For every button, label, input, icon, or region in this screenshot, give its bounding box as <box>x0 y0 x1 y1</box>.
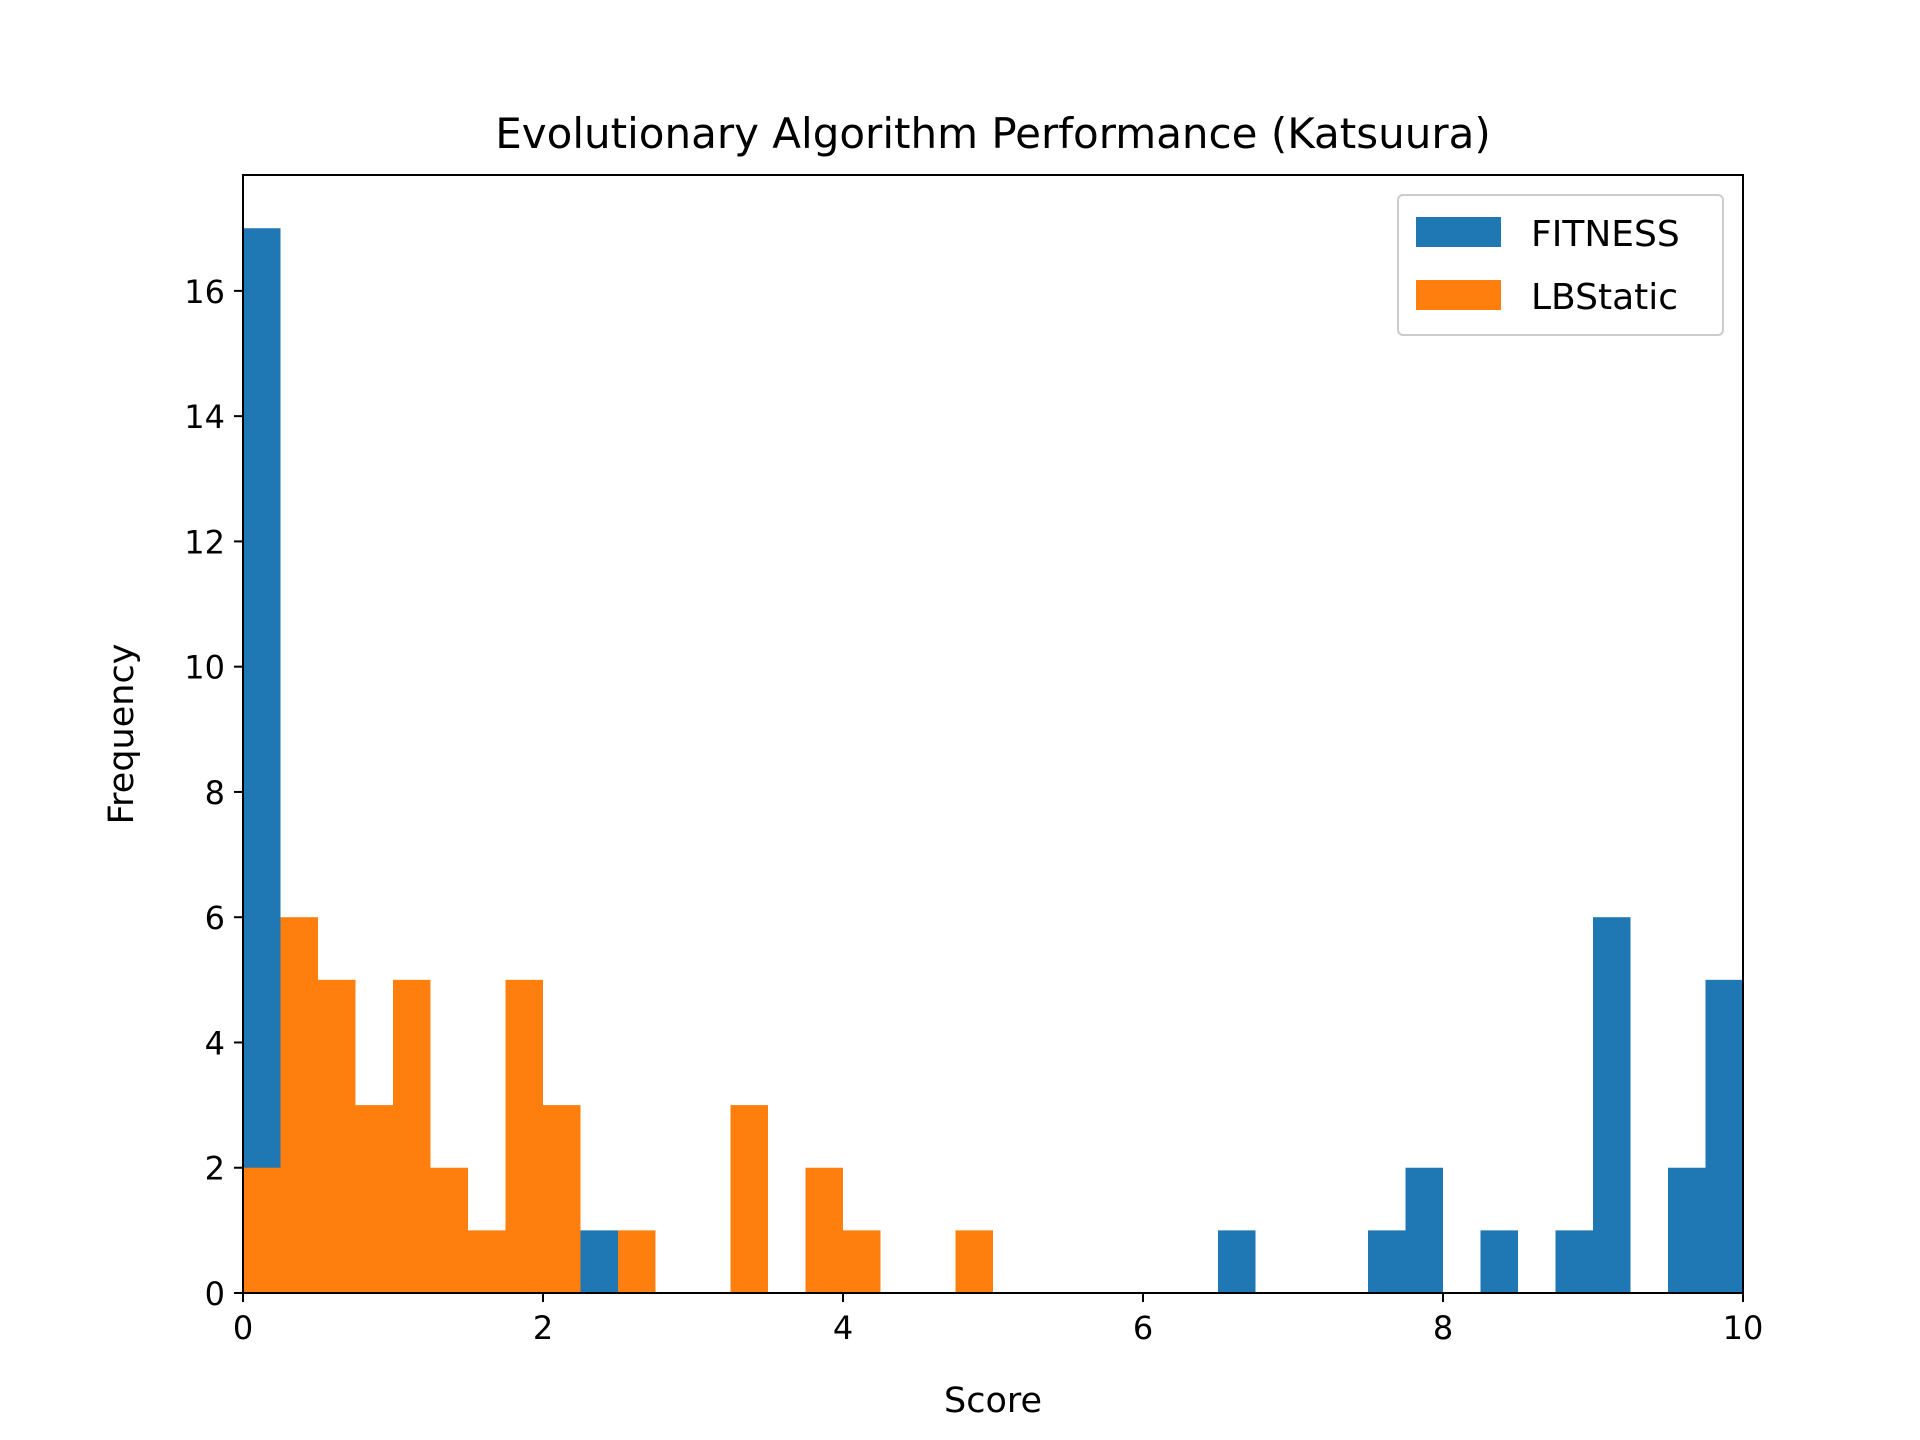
x-axis-label: Score <box>944 1381 1042 1421</box>
lbstatic-bar <box>618 1230 656 1293</box>
x-tick-label: 6 <box>1133 1309 1153 1347</box>
fitness-bar <box>1555 1230 1593 1293</box>
lbstatic-bar <box>430 1167 468 1293</box>
axes-frame <box>242 174 1744 1294</box>
y-axis-label: Frequency <box>102 644 142 825</box>
lbstatic-bar <box>505 979 543 1293</box>
lbstatic-bar <box>955 1230 993 1293</box>
fitness-bar <box>580 1230 618 1293</box>
x-axis-ticks: 0 2 4 6 8 10 <box>233 1293 1764 1347</box>
x-tick-label: 10 <box>1723 1309 1764 1347</box>
x-tick-label: 8 <box>1433 1309 1453 1347</box>
lbstatic-bar <box>543 1105 581 1293</box>
x-tick-label: 4 <box>833 1309 853 1347</box>
fitness-bar <box>1593 917 1631 1293</box>
y-tick-label: 4 <box>205 1024 225 1062</box>
fitness-bar <box>1368 1230 1406 1293</box>
lbstatic-bar <box>280 917 318 1293</box>
lbstatic-bar <box>243 1167 281 1293</box>
legend: FITNESS LBStatic <box>1397 194 1724 336</box>
y-tick-label: 16 <box>184 273 225 311</box>
y-tick-label: 12 <box>184 523 225 561</box>
lbstatic-bar <box>318 979 356 1293</box>
legend-label-lbstatic: LBStatic <box>1531 277 1678 318</box>
x-tick-label: 2 <box>533 1309 553 1347</box>
lbstatic-bar <box>843 1230 881 1293</box>
fitness-bar <box>1668 1167 1706 1293</box>
legend-swatch-fitness <box>1416 217 1501 247</box>
lbstatic-bar <box>805 1167 843 1293</box>
x-tick-label: 0 <box>233 1309 253 1347</box>
lbstatic-bars <box>243 917 993 1293</box>
fitness-bar <box>1480 1230 1518 1293</box>
chart-title: Evolutionary Algorithm Performance (Kats… <box>495 109 1491 158</box>
y-tick-label: 6 <box>205 899 225 937</box>
y-tick-label: 0 <box>205 1275 225 1313</box>
legend-swatch-lbstatic <box>1416 280 1501 310</box>
y-tick-label: 8 <box>205 774 225 812</box>
lbstatic-bar <box>355 1105 393 1293</box>
fitness-bars <box>243 228 1743 1294</box>
fitness-bar <box>1405 1167 1443 1293</box>
y-tick-label: 2 <box>205 1150 225 1188</box>
fitness-bar <box>1705 979 1743 1293</box>
y-tick-label: 10 <box>184 649 225 687</box>
lbstatic-bar <box>468 1230 506 1293</box>
lbstatic-bar <box>730 1105 768 1293</box>
y-tick-label: 14 <box>184 398 225 436</box>
y-axis-ticks: 0 2 4 6 8 10 12 14 16 <box>184 273 243 1313</box>
fitness-bar <box>1218 1230 1256 1293</box>
lbstatic-bar <box>393 979 431 1293</box>
legend-label-fitness: FITNESS <box>1531 214 1680 255</box>
fitness-bar <box>243 228 281 1294</box>
